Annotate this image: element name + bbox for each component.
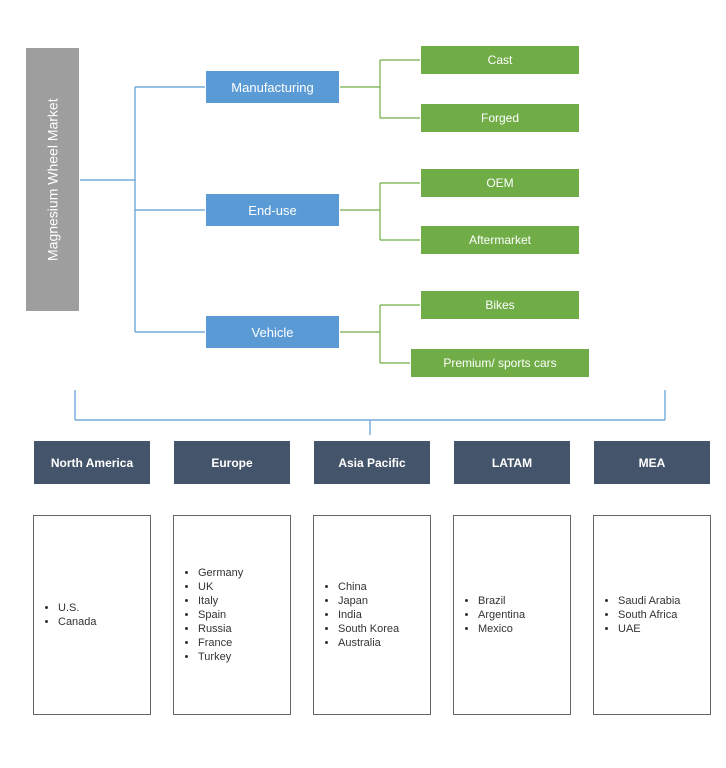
country-item: Italy: [198, 595, 282, 607]
leaf-box: Cast: [420, 45, 580, 75]
country-list-box: U.S. Canada: [33, 515, 151, 715]
country-item: UAE: [618, 623, 702, 635]
leaf-box: Forged: [420, 103, 580, 133]
country-list-box: Saudi Arabia South Africa UAE: [593, 515, 711, 715]
country-list: China Japan India South Korea Australia: [322, 579, 422, 651]
leaf-box: OEM: [420, 168, 580, 198]
country-item: Mexico: [478, 623, 562, 635]
country-list: Brazil Argentina Mexico: [462, 593, 562, 637]
country-item: Saudi Arabia: [618, 595, 702, 607]
country-item: Japan: [338, 595, 422, 607]
country-item: Turkey: [198, 651, 282, 663]
market-segmentation-diagram: Magnesium Wheel Market Manufacturing End-u…: [15, 15, 711, 753]
country-list: Saudi Arabia South Africa UAE: [602, 593, 702, 637]
country-item: India: [338, 609, 422, 621]
category-vehicle: Vehicle: [205, 315, 340, 349]
country-item: South Korea: [338, 623, 422, 635]
country-item: Brazil: [478, 595, 562, 607]
country-item: South Africa: [618, 609, 702, 621]
region-header: Asia Pacific: [313, 440, 431, 485]
leaf-box: Premium/ sports cars: [410, 348, 590, 378]
category-enduse: End-use: [205, 193, 340, 227]
country-item: Australia: [338, 637, 422, 649]
leaf-box: Aftermarket: [420, 225, 580, 255]
country-item: Russia: [198, 623, 282, 635]
country-item: Germany: [198, 567, 282, 579]
country-item: UK: [198, 581, 282, 593]
country-list: U.S. Canada: [42, 600, 142, 630]
region-header: LATAM: [453, 440, 571, 485]
country-item: France: [198, 637, 282, 649]
category-manufacturing: Manufacturing: [205, 70, 340, 104]
leaf-box: Bikes: [420, 290, 580, 320]
country-item: Canada: [58, 616, 142, 628]
country-item: Spain: [198, 609, 282, 621]
country-item: China: [338, 581, 422, 593]
country-list: Germany UK Italy Spain Russia France Turkey: [182, 565, 282, 665]
country-item: U.S.: [58, 602, 142, 614]
region-header: Europe: [173, 440, 291, 485]
region-header: North America: [33, 440, 151, 485]
country-list-box: China Japan India South Korea Australia: [313, 515, 431, 715]
root-market-box: Magnesium Wheel Market: [25, 47, 80, 312]
country-item: Argentina: [478, 609, 562, 621]
country-list-box: Germany UK Italy Spain Russia France Turkey: [173, 515, 291, 715]
country-list-box: Brazil Argentina Mexico: [453, 515, 571, 715]
region-header: MEA: [593, 440, 711, 485]
